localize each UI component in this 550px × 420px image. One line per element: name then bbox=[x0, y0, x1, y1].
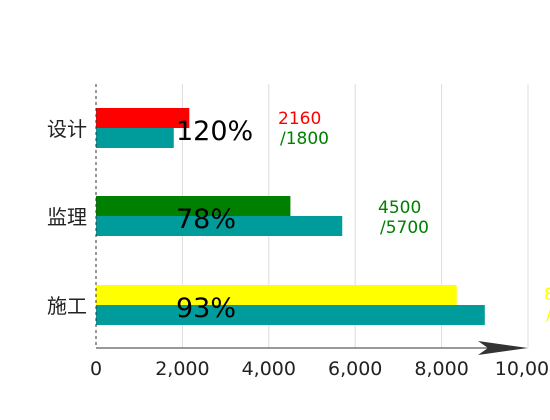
value-label-actual: 2160 bbox=[278, 109, 321, 129]
x-tick-label: 0 bbox=[90, 358, 102, 380]
bar-plan bbox=[96, 216, 343, 236]
x-tick-label: 4,000 bbox=[242, 358, 296, 380]
category-label: 监理 bbox=[47, 205, 87, 229]
category-label: 设计 bbox=[47, 117, 87, 141]
percent-label: 78% bbox=[176, 204, 236, 235]
x-tick-label: 10,000 bbox=[495, 358, 550, 380]
value-label-plan: /1800 bbox=[280, 129, 329, 149]
bar-plan bbox=[96, 305, 485, 325]
bar-actual bbox=[96, 196, 291, 216]
x-tick-label: 6,000 bbox=[328, 358, 382, 380]
value-label-plan: /5700 bbox=[380, 218, 429, 238]
percent-label: 93% bbox=[176, 293, 236, 324]
x-tick-label: 8,000 bbox=[414, 358, 468, 380]
percent-label: 120% bbox=[176, 116, 253, 147]
value-label-plan: / bbox=[546, 305, 550, 325]
category-label: 施工 bbox=[47, 294, 87, 318]
value-label-actual: 4500 bbox=[378, 198, 421, 218]
x-tick-label: 2,000 bbox=[155, 358, 209, 380]
x-axis-arrow bbox=[478, 341, 528, 355]
bar-plan bbox=[96, 128, 174, 148]
bar-actual bbox=[96, 285, 457, 305]
value-label-actual: 8 bbox=[544, 285, 550, 305]
bar-actual bbox=[96, 108, 190, 128]
